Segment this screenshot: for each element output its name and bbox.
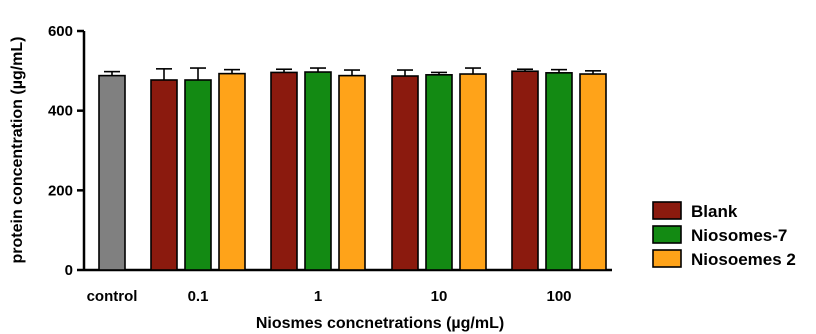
bar-niosomes-7 — [425, 74, 453, 271]
legend-swatch — [652, 201, 682, 220]
x-tick-labels: control 0.1 1 10 100 — [87, 288, 572, 305]
y-tick-label: 200 — [48, 182, 73, 199]
bar-niosoemes-2 — [218, 72, 246, 271]
bar-niosoemes-2 — [338, 74, 366, 271]
y-tick-label: 600 — [48, 23, 73, 40]
x-axis-title: Niosmes concnetrations (µg/mL) — [256, 315, 504, 332]
legend: Blank Niosomes-7 Niosoemes 2 — [652, 201, 796, 269]
bar-blank — [391, 75, 419, 271]
bar-niosomes-7 — [304, 71, 332, 271]
y-ticks: 0 200 400 600 — [48, 23, 84, 279]
bar-blank — [511, 70, 539, 271]
x-tick-label: 100 — [546, 288, 571, 305]
legend-swatch — [652, 249, 682, 268]
x-tick-label: 10 — [431, 288, 448, 305]
y-tick-label: 400 — [48, 103, 73, 120]
y-axis-title: protein concentration (µg/mL) — [9, 37, 26, 264]
x-tick-label: 0.1 — [188, 288, 209, 305]
legend-swatch — [652, 225, 682, 244]
y-tick-label: 0 — [65, 262, 73, 279]
bar-niosomes-7 — [184, 79, 212, 271]
bar-niosoemes-2 — [459, 73, 487, 271]
x-tick-label: 1 — [314, 288, 322, 305]
legend-label: Niosomes-7 — [691, 226, 787, 245]
bars — [98, 67, 607, 271]
x-tick-label: control — [87, 288, 138, 305]
bar-niosoemes-2 — [579, 73, 607, 271]
bar-blank — [150, 79, 178, 271]
bar-control — [98, 74, 126, 271]
legend-label: Blank — [691, 202, 738, 221]
bar-blank — [270, 71, 298, 271]
bar-niosomes-7 — [545, 72, 573, 271]
legend-label: Niosoemes 2 — [691, 250, 796, 269]
